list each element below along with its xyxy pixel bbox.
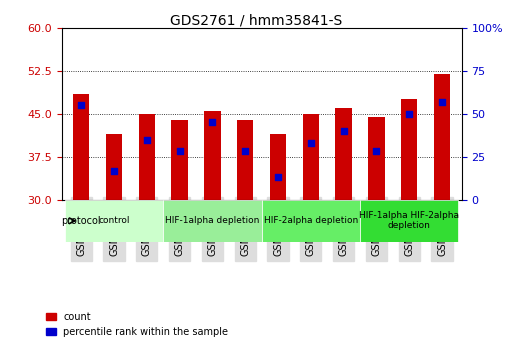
Text: HIF-2alpha depletion: HIF-2alpha depletion — [264, 216, 358, 225]
Point — [175, 148, 184, 154]
Text: control: control — [98, 216, 130, 225]
Bar — [171, 120, 188, 200]
Point — [143, 137, 151, 142]
Bar — [237, 120, 253, 200]
Point — [208, 120, 216, 125]
FancyBboxPatch shape — [360, 200, 459, 242]
Point — [110, 169, 118, 174]
Bar — [106, 134, 122, 200]
Bar — [434, 73, 450, 200]
Point — [372, 148, 381, 154]
Bar — [139, 114, 155, 200]
Bar — [401, 99, 418, 200]
Point — [241, 148, 249, 154]
Point — [340, 128, 348, 134]
Point — [307, 140, 315, 145]
FancyBboxPatch shape — [262, 200, 360, 242]
Point — [77, 102, 85, 108]
FancyBboxPatch shape — [163, 200, 262, 242]
Bar — [204, 111, 221, 200]
Text: protocol: protocol — [62, 216, 101, 226]
Bar — [303, 114, 319, 200]
Point — [438, 100, 446, 105]
Text: HIF-1alpha HIF-2alpha
depletion: HIF-1alpha HIF-2alpha depletion — [359, 211, 459, 230]
Bar — [73, 94, 89, 200]
Bar — [336, 108, 352, 200]
Bar — [270, 134, 286, 200]
Point — [405, 111, 413, 117]
Text: GDS2761 / hmm35841-S: GDS2761 / hmm35841-S — [170, 14, 343, 28]
Bar — [368, 117, 385, 200]
Legend: count, percentile rank within the sample: count, percentile rank within the sample — [46, 312, 228, 337]
Text: HIF-1alpha depletion: HIF-1alpha depletion — [165, 216, 260, 225]
FancyBboxPatch shape — [65, 200, 163, 242]
Point — [274, 174, 282, 180]
